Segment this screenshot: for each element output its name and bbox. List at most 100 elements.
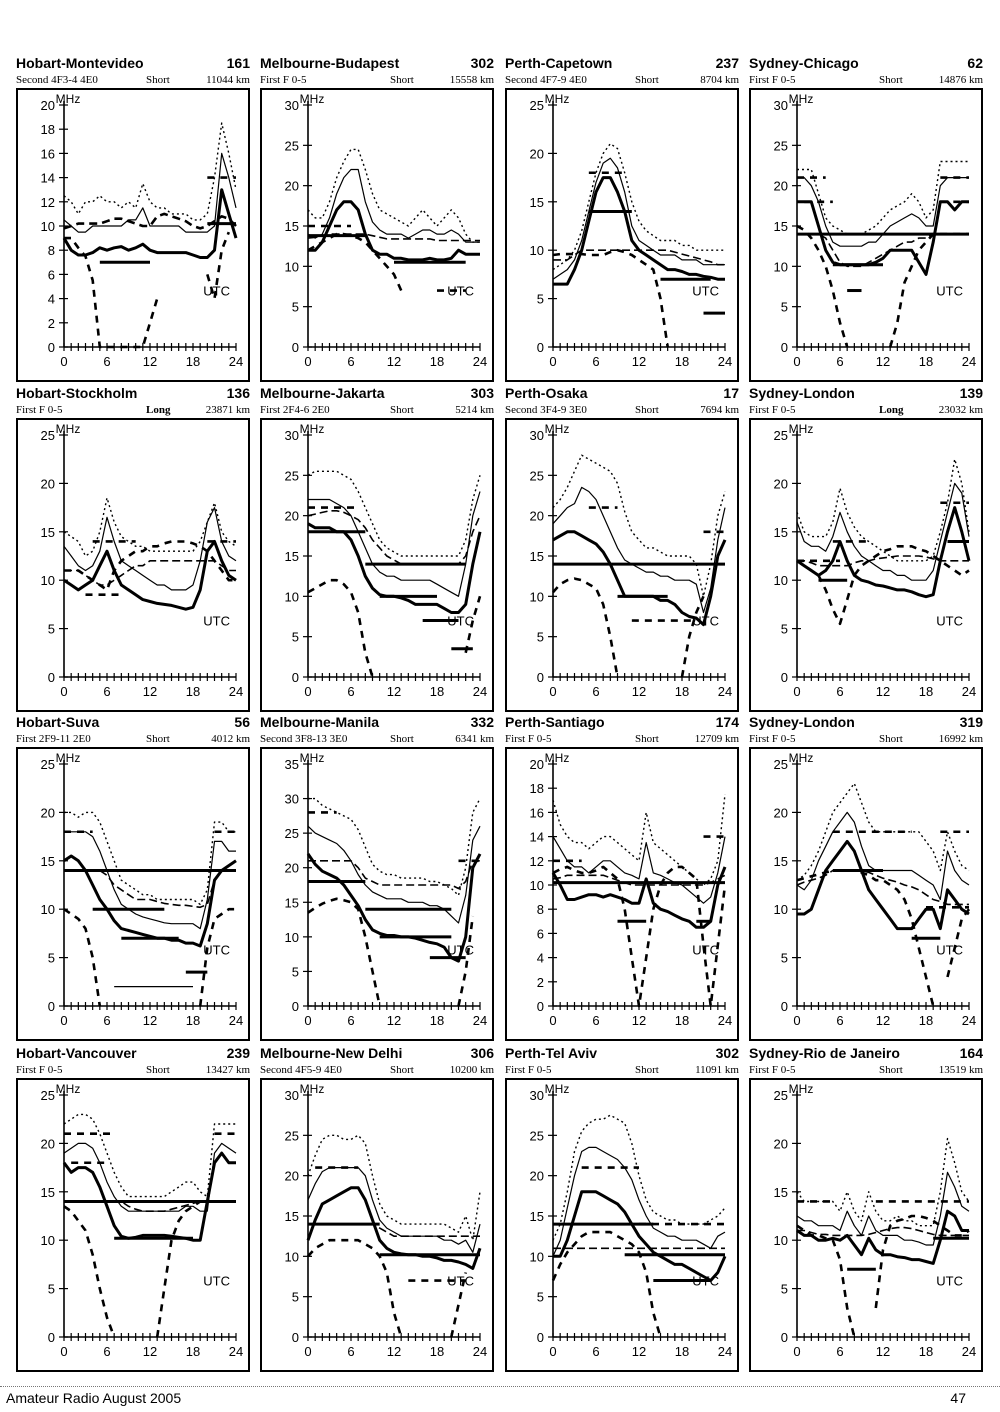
path-distance: 14876 km bbox=[938, 74, 983, 86]
x-tick-label: 12 bbox=[143, 684, 157, 699]
y-tick-label: 25 bbox=[285, 138, 299, 153]
propagation-panel: Hobart-Suva 56 First 2F9-11 2E0 Short 4012 k… bbox=[16, 714, 250, 1041]
y-tick-label: 25 bbox=[285, 1128, 299, 1143]
panel-title: Perth-Santiago bbox=[505, 714, 605, 730]
y-tick-label: 10 bbox=[774, 573, 788, 588]
series-median-upper bbox=[552, 1146, 726, 1257]
series-median-upper bbox=[307, 168, 480, 243]
y-tick-label: 15 bbox=[774, 1185, 788, 1200]
path-type: Short bbox=[879, 74, 903, 86]
y-tick-label: 30 bbox=[285, 428, 299, 443]
series-median-upper bbox=[552, 486, 726, 614]
path-distance: 7694 km bbox=[700, 404, 739, 416]
x-axis-label: UTC bbox=[692, 284, 719, 299]
series-lower-decile bbox=[307, 578, 482, 678]
propagation-panel: Sydney-London 319 First F 0-5 Short 16992 km… bbox=[749, 714, 983, 1041]
x-tick-label: 24 bbox=[473, 1344, 487, 1359]
series-upper-decile bbox=[796, 1137, 970, 1227]
path-type: Short bbox=[635, 733, 659, 745]
series-median-upper bbox=[796, 1171, 970, 1246]
panel-number: 302 bbox=[715, 1045, 739, 1061]
y-tick-label: 14 bbox=[530, 830, 544, 845]
x-axis-label: UTC bbox=[692, 943, 719, 958]
path-type: Long bbox=[879, 404, 904, 416]
y-tick-label: 5 bbox=[292, 300, 299, 315]
x-tick-label: 12 bbox=[387, 684, 401, 699]
x-tick-label: 18 bbox=[919, 684, 933, 699]
path-distance: 6341 km bbox=[455, 733, 494, 745]
y-tick-label: 12 bbox=[530, 854, 544, 869]
path-distance: 11091 km bbox=[695, 1064, 739, 1076]
propagation-panel: Melbourne-Budapest 302 First F 0-5 Short 155… bbox=[260, 55, 494, 382]
x-tick-label: 0 bbox=[304, 354, 311, 369]
footer-rule bbox=[0, 1386, 1000, 1387]
series-optimum-1 bbox=[797, 1226, 969, 1237]
series-median bbox=[307, 522, 482, 614]
y-tick-label: 6 bbox=[48, 267, 55, 282]
x-tick-label: 12 bbox=[387, 354, 401, 369]
series-lower-decile bbox=[63, 1200, 236, 1338]
series-optimum-1 bbox=[553, 249, 725, 266]
x-tick-label: 18 bbox=[919, 354, 933, 369]
panel-title: Sydney-Rio de Janeiro bbox=[749, 1045, 900, 1061]
x-axis-label: UTC bbox=[203, 1274, 230, 1289]
path-distance: 5214 km bbox=[455, 404, 494, 416]
y-tick-label: 0 bbox=[781, 1330, 788, 1345]
path-distance: 15558 km bbox=[449, 74, 494, 86]
y-tick-label: 5 bbox=[48, 951, 55, 966]
x-tick-label: 0 bbox=[60, 1344, 67, 1359]
y-tick-label: 30 bbox=[530, 1088, 544, 1103]
y-tick-label: 25 bbox=[774, 428, 788, 443]
y-tick-label: 5 bbox=[537, 292, 544, 307]
x-tick-label: 0 bbox=[304, 684, 311, 699]
chart-svg: 0 6 12 18 24 0 5 10 15 20 25 MHz UTC bbox=[774, 1082, 977, 1359]
x-tick-label: 0 bbox=[793, 684, 800, 699]
y-tick-label: 35 bbox=[285, 757, 299, 772]
y-axis-label: MHz bbox=[789, 751, 814, 765]
panel-title: Melbourne-New Delhi bbox=[260, 1045, 403, 1061]
y-tick-label: 10 bbox=[774, 1233, 788, 1248]
propagation-mode: First F 0-5 bbox=[505, 1064, 552, 1076]
panel-number: 161 bbox=[226, 55, 250, 71]
y-tick-label: 10 bbox=[530, 589, 544, 604]
panel-number: 303 bbox=[470, 385, 494, 401]
y-tick-label: 30 bbox=[285, 792, 299, 807]
chart-frame: 0 6 12 18 24 0 5 10 15 20 25 MHz UTC bbox=[749, 418, 983, 712]
x-tick-label: 6 bbox=[836, 684, 843, 699]
x-tick-label: 24 bbox=[962, 684, 976, 699]
panel-title: Hobart-Suva bbox=[16, 714, 100, 730]
series-lower-decile bbox=[307, 1238, 467, 1338]
y-tick-label: 5 bbox=[537, 1290, 544, 1305]
x-tick-label: 12 bbox=[143, 354, 157, 369]
y-tick-label: 15 bbox=[774, 525, 788, 540]
x-tick-label: 12 bbox=[632, 684, 646, 699]
x-tick-label: 12 bbox=[876, 684, 890, 699]
x-axis-label: UTC bbox=[936, 284, 963, 299]
path-type: Short bbox=[635, 404, 659, 416]
chart-svg: 0 6 12 18 24 0 5 10 15 20 25 MHz UTC bbox=[41, 422, 244, 699]
x-tick-label: 6 bbox=[592, 1344, 599, 1359]
y-tick-label: 0 bbox=[292, 999, 299, 1014]
y-tick-label: 12 bbox=[41, 195, 55, 210]
panel-title: Sydney-London bbox=[749, 714, 855, 730]
y-tick-label: 0 bbox=[781, 340, 788, 355]
y-tick-label: 25 bbox=[774, 1088, 788, 1103]
x-tick-label: 24 bbox=[229, 684, 243, 699]
series-optimum-1 bbox=[63, 212, 237, 230]
x-tick-label: 0 bbox=[304, 1013, 311, 1028]
x-tick-label: 12 bbox=[632, 1013, 646, 1028]
y-axis-label: MHz bbox=[300, 1082, 325, 1096]
series-upper-decile bbox=[552, 1114, 726, 1241]
series-optimum-1 bbox=[307, 510, 481, 565]
panel-title: Hobart-Vancouver bbox=[16, 1045, 137, 1061]
y-tick-label: 20 bbox=[41, 476, 55, 491]
path-type: Short bbox=[879, 733, 903, 745]
y-tick-label: 25 bbox=[285, 468, 299, 483]
y-tick-label: 25 bbox=[774, 757, 788, 772]
y-tick-label: 20 bbox=[285, 509, 299, 524]
